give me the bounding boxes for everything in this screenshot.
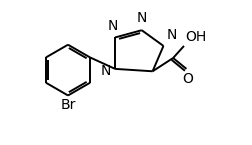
- Text: O: O: [182, 72, 193, 86]
- Text: N: N: [100, 64, 111, 78]
- Text: N: N: [137, 11, 147, 25]
- Text: N: N: [166, 28, 177, 42]
- Text: Br: Br: [60, 98, 76, 112]
- Text: OH: OH: [185, 29, 206, 44]
- Text: N: N: [108, 19, 118, 33]
